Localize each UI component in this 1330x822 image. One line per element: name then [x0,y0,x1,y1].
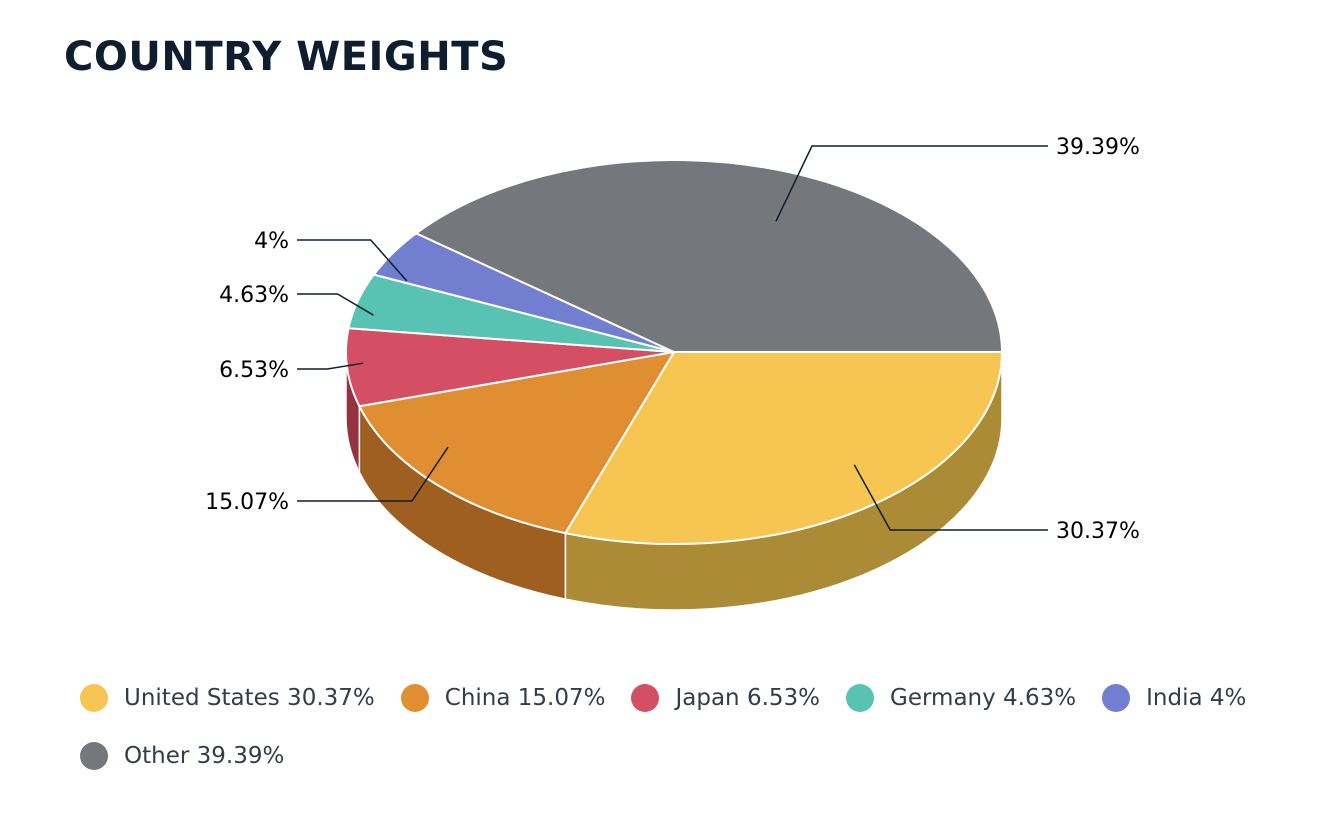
chart-title: COUNTRY WEIGHTS [64,34,509,80]
pie-slice-other[interactable] [414,159,1004,353]
legend-item-japan[interactable]: Japan 6.53% [631,678,820,718]
pie-slice-japan[interactable] [345,327,675,408]
legend-marker-other [80,742,108,770]
legend-item-india[interactable]: India 4% [1102,678,1246,718]
legend-marker-japan [631,684,660,712]
legend-label-india: India 4% [1146,685,1247,711]
legend-item-other[interactable]: Other 39.39% [80,736,284,776]
legend-marker-china [400,684,429,712]
pie-slice-united-states[interactable] [563,351,1004,545]
legend-item-united-states[interactable]: United States 30.37% [80,678,375,718]
label-connector-japan [297,362,364,370]
data-label-china: 15.07% [205,490,289,515]
legend-marker-germany [846,684,875,712]
legend-label-germany: Germany 4.63% [890,685,1077,711]
legend-marker-united-states [80,684,108,712]
label-connector-other [775,145,1048,222]
data-label-united-states: 30.37% [1056,519,1140,544]
label-connector-india [297,239,408,282]
legend-label-other: Other 39.39% [124,743,285,769]
data-label-japan: 6.53% [219,358,289,383]
data-label-germany: 4.63% [219,283,289,308]
legend-marker-india [1102,684,1131,712]
label-connector-united-states [853,464,1048,531]
legend-item-germany[interactable]: Germany 4.63% [846,678,1076,718]
legend: United States 30.37% China 15.07% Japan 6.… [80,678,1280,776]
legend-label-united-states: United States 30.37% [124,685,375,711]
pie-chart: 30.37% 15.07% 6.53% 4.63% 4% 39.39% [205,135,1140,611]
label-connector-germany [297,293,374,316]
legend-label-japan: Japan 6.53% [675,685,821,711]
pie-slice-china[interactable] [357,350,676,535]
pie-labels: 30.37% 15.07% 6.53% 4.63% 4% 39.39% [205,135,1140,544]
label-connector-china [297,446,449,502]
pie-slices [345,159,1004,545]
legend-label-china: China 15.07% [444,685,606,711]
data-label-india: 4% [254,229,289,254]
legend-item-china[interactable]: China 15.07% [400,678,606,718]
data-label-other: 39.39% [1056,135,1140,160]
